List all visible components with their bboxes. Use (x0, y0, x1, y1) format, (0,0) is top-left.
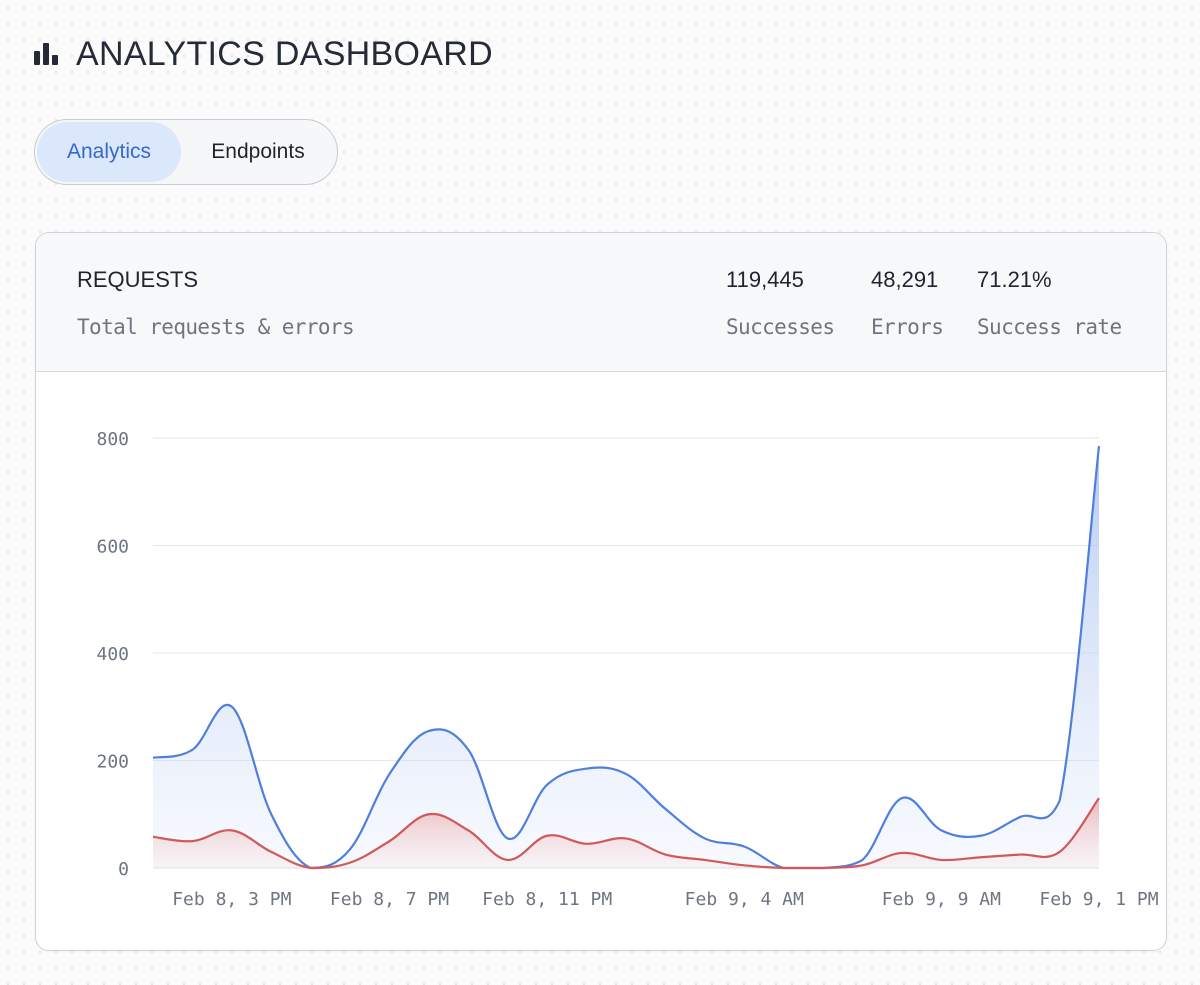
x-tick-label: Feb 8, 11 PM (482, 889, 612, 910)
requests-line (152, 445, 1101, 870)
y-tick-label: 200 (96, 752, 129, 773)
tab-analytics[interactable]: Analytics (37, 122, 181, 182)
x-tick-label: Feb 9, 4 AM (685, 889, 804, 910)
errors-area (153, 798, 1099, 868)
y-tick-label: 800 (96, 429, 129, 450)
requests-area (153, 446, 1099, 868)
y-tick-label: 400 (96, 644, 129, 665)
requests-chart: 0 200 400 600 800 Feb 8, 3 PM Feb 8, 7 PM Feb … (96, 429, 1158, 910)
stat-success-rate-label: Success rate (977, 315, 1122, 339)
requests-card: REQUESTS Total requests & errors 119,445… (35, 232, 1167, 951)
card-subtitle: Total requests & errors (77, 315, 355, 339)
stat-successes-label: Successes (726, 315, 835, 339)
x-tick-label: Feb 8, 7 PM (330, 889, 449, 910)
stat-success-rate-value: 71.21% (977, 267, 1052, 292)
x-tick-label: Feb 9, 1 PM (1039, 889, 1158, 910)
card-header: REQUESTS Total requests & errors 119,445… (36, 233, 1166, 372)
stat-errors-label: Errors (871, 315, 944, 339)
stat-successes-value: 119,445 (726, 267, 804, 292)
page-title: ANALYTICS DASHBOARD (76, 34, 493, 73)
stat-errors-value: 48,291 (871, 267, 939, 292)
tab-endpoints[interactable]: Endpoints (211, 140, 305, 163)
y-tick-label: 0 (118, 859, 129, 880)
bar-chart-icon (34, 39, 64, 69)
errors-line (152, 797, 1100, 870)
y-tick-label: 600 (96, 537, 129, 558)
card-title: REQUESTS (77, 267, 199, 292)
tab-switcher: Analytics Endpoints (34, 119, 338, 185)
x-tick-label: Feb 9, 9 AM (882, 889, 1001, 910)
x-tick-label: Feb 8, 3 PM (172, 889, 291, 910)
page-header: ANALYTICS DASHBOARD (34, 32, 493, 76)
